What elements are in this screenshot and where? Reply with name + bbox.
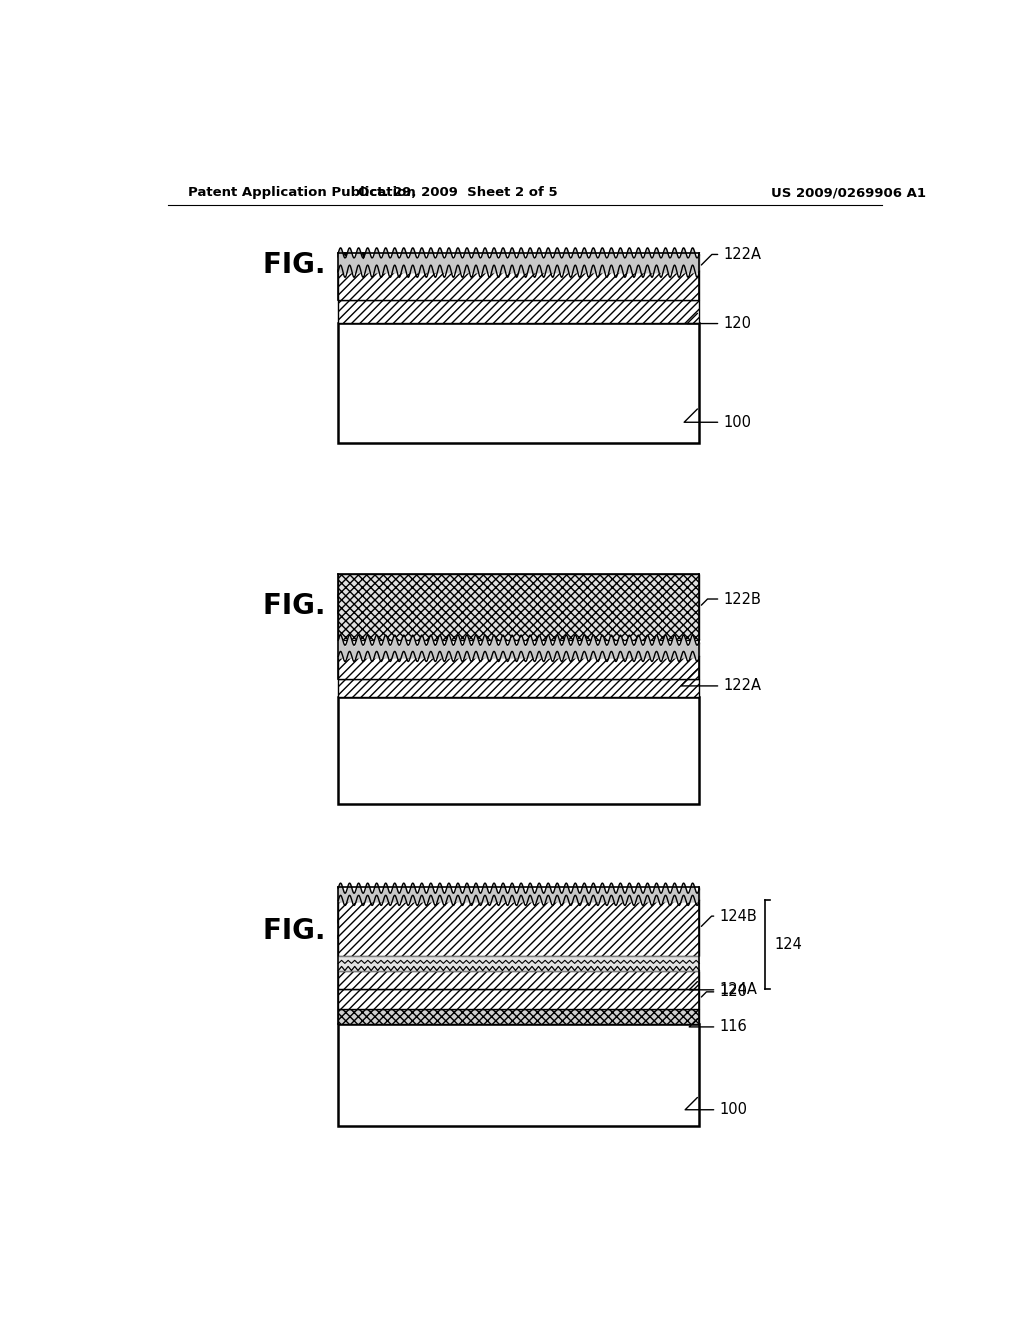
Text: 124: 124 bbox=[775, 937, 803, 952]
Text: FIG. 2C: FIG. 2C bbox=[263, 917, 375, 945]
Bar bbox=[338, 656, 699, 678]
Text: FIG. 2A: FIG. 2A bbox=[263, 251, 376, 279]
Bar bbox=[338, 574, 699, 640]
Bar bbox=[338, 300, 699, 323]
Text: 124A: 124A bbox=[689, 982, 757, 998]
Text: 122A: 122A bbox=[681, 669, 761, 693]
Text: 122A: 122A bbox=[701, 247, 761, 265]
Bar bbox=[338, 323, 699, 444]
Text: 116: 116 bbox=[689, 1019, 746, 1035]
Bar bbox=[338, 900, 699, 956]
Bar bbox=[338, 697, 699, 804]
Text: US 2009/0269906 A1: US 2009/0269906 A1 bbox=[771, 186, 926, 199]
Text: 124B: 124B bbox=[701, 908, 757, 927]
Bar bbox=[338, 271, 699, 300]
Text: FIG. 2B: FIG. 2B bbox=[263, 591, 376, 619]
Text: 100: 100 bbox=[685, 1097, 748, 1117]
Bar bbox=[338, 678, 699, 697]
Bar bbox=[338, 1024, 699, 1126]
Bar bbox=[338, 970, 699, 989]
Bar bbox=[338, 989, 699, 1008]
Text: Oct. 29, 2009  Sheet 2 of 5: Oct. 29, 2009 Sheet 2 of 5 bbox=[357, 186, 557, 199]
Text: 100: 100 bbox=[684, 409, 752, 430]
Text: 120: 120 bbox=[701, 985, 748, 999]
Bar bbox=[338, 1008, 699, 1024]
Text: 122B: 122B bbox=[701, 591, 761, 606]
Text: 120: 120 bbox=[687, 313, 752, 331]
Text: Patent Application Publication: Patent Application Publication bbox=[187, 186, 416, 199]
